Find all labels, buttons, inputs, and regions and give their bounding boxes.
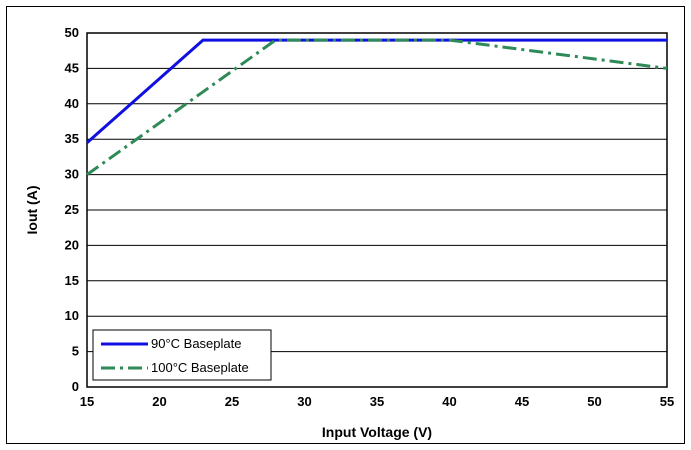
y-tick-50: 50 [65,25,79,40]
x-tick-30: 30 [297,394,311,409]
y-tick-35: 35 [65,131,79,146]
x-tick-25: 25 [225,394,239,409]
series-lines [86,38,668,176]
x-tick-55: 55 [660,394,674,409]
legend-label-90c: 90°C Baseplate [151,336,241,351]
series-line-0 [86,38,667,144]
x-tick-35: 35 [370,394,384,409]
x-tick-labels: 15 20 25 30 35 40 45 50 55 [80,394,674,409]
series-line-1 [86,38,668,176]
x-tick-15: 15 [80,394,94,409]
y-tick-15: 15 [65,273,79,288]
x-tick-45: 45 [515,394,529,409]
x-tick-50: 50 [587,394,601,409]
y-tick-labels: 0 5 10 15 20 25 30 35 40 45 50 [65,25,79,394]
y-tick-45: 45 [65,60,79,75]
legend-label-100c: 100°C Baseplate [151,360,249,375]
grid-lines [87,67,667,353]
legend-box [92,329,272,381]
y-tick-10: 10 [65,308,79,323]
y-tick-25: 25 [65,202,79,217]
y-tick-30: 30 [65,167,79,182]
x-axis-title: Input Voltage (V) [322,424,432,440]
y-tick-40: 40 [65,96,79,111]
x-tick-40: 40 [442,394,456,409]
y-tick-0: 0 [72,379,79,394]
y-axis-title: Iout (A) [24,186,40,235]
legend: 90°C Baseplate 100°C Baseplate [92,329,272,381]
x-tick-20: 20 [152,394,166,409]
y-tick-5: 5 [72,344,79,359]
y-tick-20: 20 [65,237,79,252]
